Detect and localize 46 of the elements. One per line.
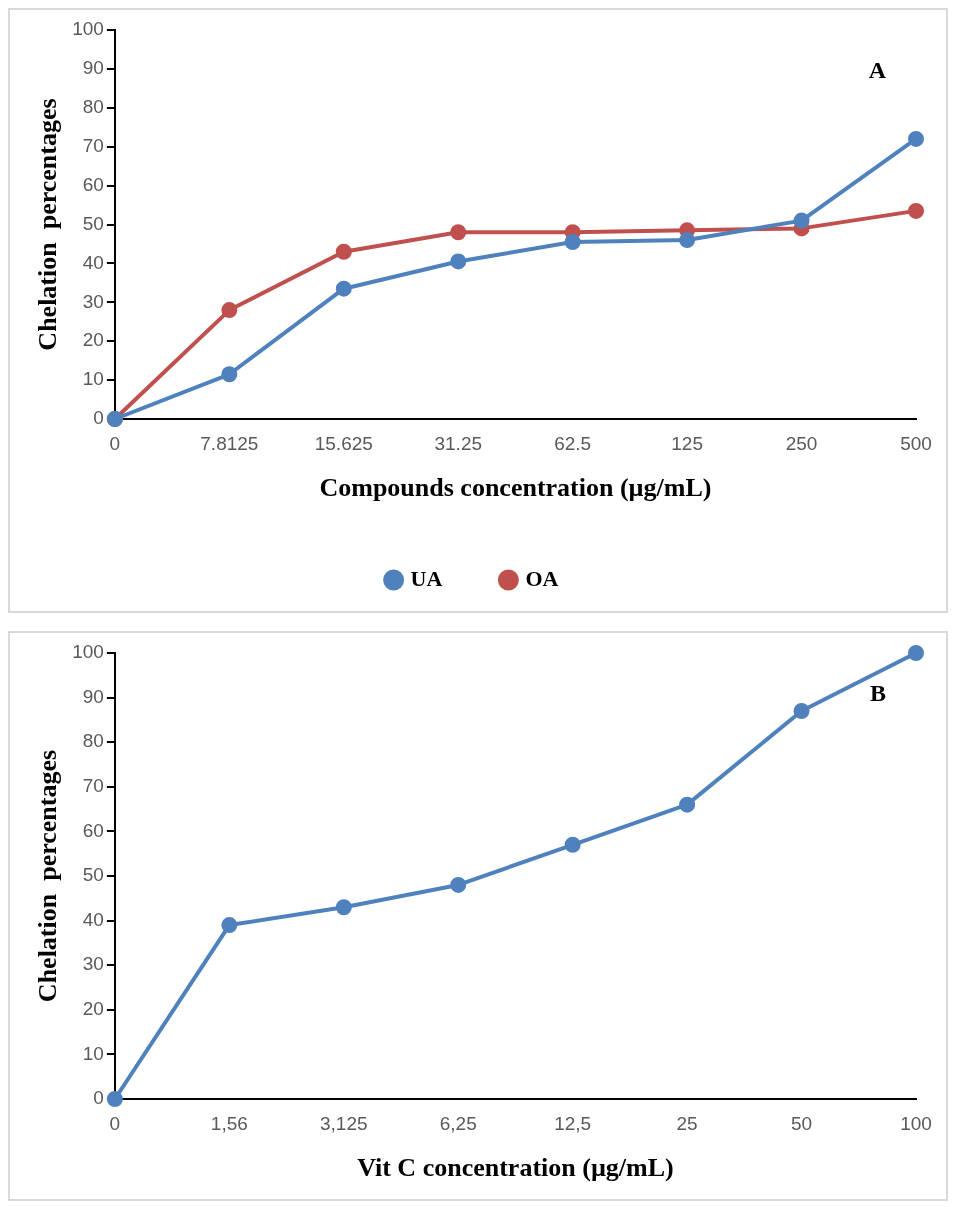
y-tick-label: 50 <box>82 864 104 886</box>
y-tick-label: 60 <box>82 173 104 195</box>
y-tick-label: 80 <box>82 730 104 752</box>
y-tick-label: 90 <box>82 685 104 707</box>
x-axis-title: Vit C concentration (µg/mL) <box>357 1153 674 1183</box>
x-tick-label: 12,5 <box>554 1112 592 1134</box>
y-tick-label: 100 <box>72 18 104 40</box>
x-tick-label: 1,56 <box>210 1112 248 1134</box>
x-tick-label: 500 <box>900 432 932 454</box>
y-tick-label: 90 <box>82 57 104 79</box>
annotation: B <box>869 680 886 707</box>
x-tick-label: 25 <box>676 1112 698 1134</box>
y-tick-label: 20 <box>82 329 104 351</box>
x-tick-label: 125 <box>671 432 703 454</box>
y-tick-label: 20 <box>82 998 104 1020</box>
x-tick-label: 31.25 <box>434 432 482 454</box>
x-tick-label: 15.625 <box>314 432 373 454</box>
y-axis-title: Chelation percentages <box>33 749 63 1003</box>
y-tick-label: 100 <box>72 641 104 663</box>
y-tick-label: 10 <box>82 368 104 390</box>
x-tick-label: 3,125 <box>320 1112 368 1134</box>
y-tick-label: 30 <box>82 290 104 312</box>
y-tick-label: 70 <box>82 775 104 797</box>
x-tick-label: 250 <box>785 432 818 454</box>
y-tick-label: 0 <box>93 1087 104 1109</box>
x-tick-label: 62.5 <box>554 432 592 454</box>
annotation: A <box>868 57 887 84</box>
y-tick-label: 80 <box>82 96 104 118</box>
x-tick-label: 0 <box>109 432 121 454</box>
y-tick-label: 70 <box>82 134 104 156</box>
y-tick-label: 40 <box>82 908 104 930</box>
x-tick-label: 6,25 <box>439 1112 477 1134</box>
y-tick-label: 30 <box>82 953 104 975</box>
y-tick-label: 0 <box>93 407 104 429</box>
y-tick-label: 60 <box>82 819 104 841</box>
legend-label: UA <box>410 565 443 591</box>
x-tick-label: 7.8125 <box>200 432 259 454</box>
x-axis-title: Compounds concentration (µg/mL) <box>319 473 712 503</box>
y-tick-label: 50 <box>82 212 104 234</box>
x-tick-label: 50 <box>790 1112 813 1134</box>
x-tick-label: 0 <box>109 1112 121 1134</box>
x-tick-label: 100 <box>900 1112 932 1134</box>
y-tick-label: 10 <box>82 1042 104 1064</box>
legend-label: OA <box>525 565 559 591</box>
y-tick-label: 40 <box>82 251 104 273</box>
y-axis-title: Chelation percentages <box>33 98 63 351</box>
